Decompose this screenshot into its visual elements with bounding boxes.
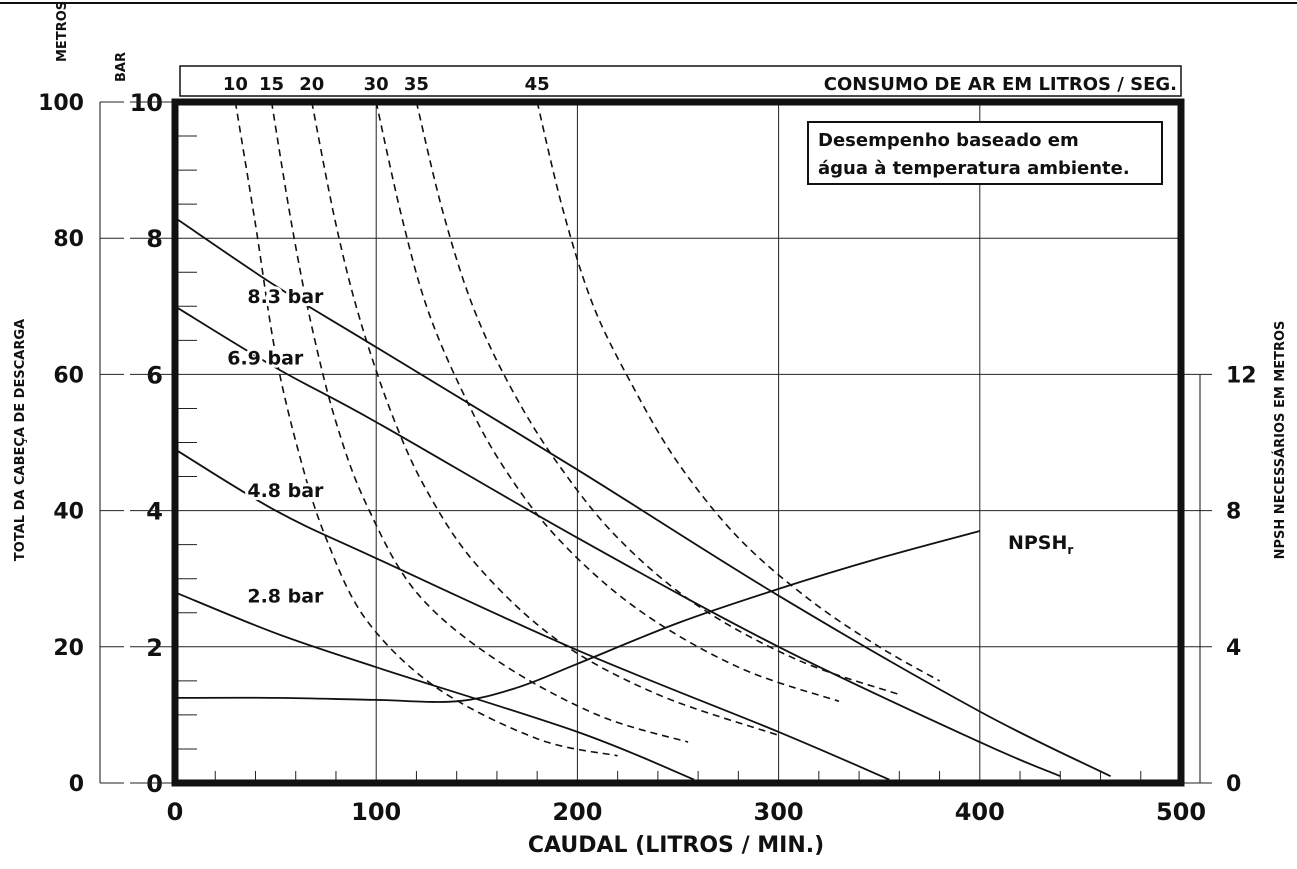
x-tick-label: 200 xyxy=(552,798,602,826)
x-tick-label: 500 xyxy=(1156,798,1206,826)
bar-tick-label: 6 xyxy=(146,361,163,389)
pressure-curves: 8.3 bar 6.9 bar 4.8 bar 2.8 bar xyxy=(174,217,1111,781)
air-tick-label: 10 xyxy=(223,74,248,95)
pressure-curve-8-3-bar xyxy=(174,217,1111,778)
pressure-label-4-8-bar: 4.8 bar xyxy=(247,480,324,502)
note-line-1: Desempenho baseado em xyxy=(818,130,1079,151)
meters-unit-label: METROS xyxy=(55,1,70,62)
bar-unit-label: BAR xyxy=(114,52,129,82)
npsh-tick-label: 8 xyxy=(1226,500,1241,525)
air-tick-label: 15 xyxy=(259,74,284,95)
air-tick-label: 45 xyxy=(525,74,550,95)
air-consumption-box xyxy=(179,65,1182,97)
note-box xyxy=(807,121,1163,185)
npsh-tick-label: 0 xyxy=(1226,772,1241,797)
pressure-curve-2-8-bar xyxy=(174,591,695,781)
meter-tick-label: 80 xyxy=(53,227,84,252)
air-curve-30 xyxy=(375,101,840,703)
air-tick-label: 20 xyxy=(299,74,324,95)
air-tick-label: 30 xyxy=(364,74,389,95)
minor-ticks xyxy=(175,135,1142,783)
note-line-2: água à temperatura ambiente. xyxy=(818,158,1130,179)
npsh-axis-ticks: 0 4 8 12 xyxy=(1181,363,1257,797)
air-consumption-curves xyxy=(234,101,940,757)
air-consumption-title: CONSUMO DE AR EM LITROS / SEG. xyxy=(824,74,1177,95)
air-curve-35 xyxy=(415,101,900,696)
npsh-tick-label: 12 xyxy=(1226,363,1257,388)
plot-frame xyxy=(171,98,1185,787)
air-curve-45 xyxy=(536,101,940,682)
y-axis-label-right: NPSH NECESSÁRIOS EM METROS xyxy=(1272,321,1288,560)
x-tick-label: 100 xyxy=(351,798,401,826)
meter-axis-ticks: 0 20 40 60 80 100 xyxy=(38,91,124,797)
meter-tick-label: 60 xyxy=(53,363,84,388)
bar-tick-label: 10 xyxy=(130,89,163,117)
meter-tick-label: 100 xyxy=(38,91,84,116)
bar-tick-label: 2 xyxy=(146,634,163,662)
npsh-tick-label: 4 xyxy=(1226,636,1241,661)
air-consumption-ticks: 10 15 20 30 35 45 xyxy=(223,74,550,95)
npsh-curve xyxy=(174,530,981,703)
x-axis-ticks: 0 100 200 300 400 500 xyxy=(167,798,1206,826)
air-curve-20 xyxy=(311,101,779,737)
bar-tick-label: 4 xyxy=(146,498,163,526)
pressure-label-8-3-bar: 8.3 bar xyxy=(247,286,324,308)
y-axis-label-left: TOTAL DA CABEÇA DE DESCARGA xyxy=(13,319,28,561)
npsh-label: NPSHr xyxy=(1008,532,1073,557)
air-curve-15 xyxy=(270,101,689,743)
pressure-curve-4-8-bar xyxy=(174,448,890,781)
x-tick-label: 0 xyxy=(167,798,184,826)
pressure-label-2-8-bar: 2.8 bar xyxy=(247,586,324,608)
pressure-curve-6-9-bar xyxy=(174,305,1061,778)
x-axis-label: CAUDAL (LITROS / MIN.) xyxy=(528,833,824,858)
meter-tick-label: 40 xyxy=(53,500,84,525)
pressure-label-6-9-bar: 6.9 bar xyxy=(227,347,304,369)
meter-tick-label: 0 xyxy=(69,772,84,797)
x-tick-label: 400 xyxy=(955,798,1005,826)
npsh-curve-group: NPSHr xyxy=(174,530,1073,703)
bar-axis-ticks: 0 2 4 6 8 10 xyxy=(130,89,175,798)
bar-tick-label: 0 xyxy=(146,770,163,798)
meter-tick-label: 20 xyxy=(53,636,84,661)
bar-tick-label: 8 xyxy=(146,225,163,253)
air-tick-label: 35 xyxy=(404,74,429,95)
grid-lines xyxy=(175,102,1181,783)
air-curve-10 xyxy=(234,101,618,757)
x-tick-label: 300 xyxy=(754,798,804,826)
